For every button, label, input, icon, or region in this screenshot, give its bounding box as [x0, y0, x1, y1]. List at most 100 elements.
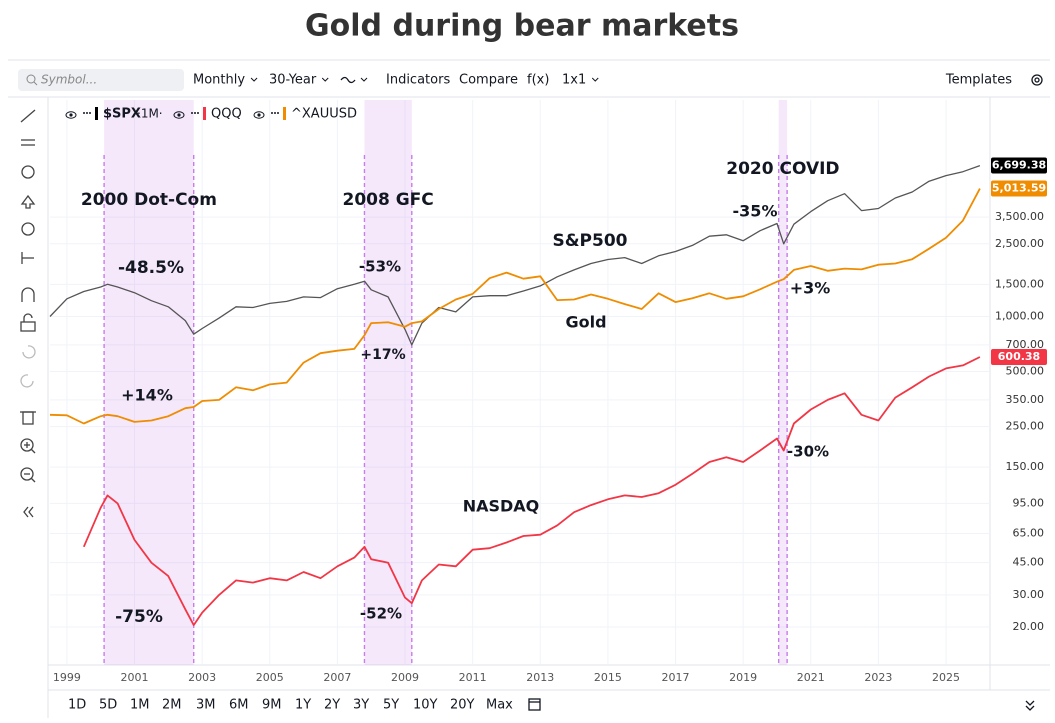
annotation: S&P500: [552, 231, 627, 251]
legend-entry[interactable]: QQQ: [211, 107, 242, 122]
bear-label: 2000 Dot-Com: [81, 190, 217, 210]
toolbar-button[interactable]: 30-Year: [269, 73, 317, 88]
series-line: [49, 164, 981, 346]
sidebar-tools[interactable]: [20, 109, 36, 518]
y-tick-label: 350.00: [1006, 393, 1045, 406]
x-tick-label: 2011: [459, 671, 487, 684]
bear-label: 2020 COVID: [726, 159, 839, 179]
price-tag: [991, 180, 1047, 197]
toolbar-button[interactable]: 1x1: [562, 73, 586, 88]
y-tick-label: 65.00: [1013, 526, 1045, 539]
y-tick-label: 500.00: [1006, 365, 1045, 378]
price-tag-label: 6,699.38: [992, 159, 1046, 172]
legend-more[interactable]: [277, 112, 279, 114]
legend-more[interactable]: [194, 112, 196, 114]
symbol-placeholder: Symbol...: [41, 73, 97, 87]
range-button[interactable]: 5D: [99, 698, 117, 713]
visibility-toggle[interactable]: [177, 113, 181, 117]
y-tick-label: 2,500.00: [995, 237, 1044, 250]
annotation: -52%: [360, 605, 402, 623]
range-button[interactable]: 2Y: [324, 698, 340, 713]
x-tick-label: 2009: [391, 671, 419, 684]
x-tick-label: 2013: [526, 671, 554, 684]
annotation: -35%: [733, 202, 778, 221]
range-button[interactable]: 1M: [130, 698, 150, 713]
x-tick-label: 2023: [864, 671, 892, 684]
toolbar-button[interactable]: f(x): [527, 73, 549, 88]
x-tick-label: 2001: [121, 671, 149, 684]
y-tick-label: 700.00: [1006, 338, 1045, 351]
chart-title: Gold during bear markets: [305, 9, 739, 44]
x-tick-label: 1999: [53, 671, 81, 684]
y-tick-label: 95.00: [1013, 496, 1045, 509]
x-tick-label: 2019: [729, 671, 757, 684]
legend-interval: ·1M·: [137, 107, 163, 121]
dropdown-chevron: [591, 77, 599, 82]
visibility-toggle[interactable]: [253, 111, 265, 119]
bear-band: [364, 100, 412, 665]
toolbar-button[interactable]: Monthly: [193, 73, 245, 88]
range-button[interactable]: 1D: [68, 698, 86, 713]
dropdown-chevron: [321, 77, 329, 82]
symbol-search[interactable]: [18, 69, 184, 91]
annotation: -48.5%: [118, 258, 184, 278]
bear-band: [778, 100, 788, 665]
price-tag-label: 600.38: [998, 350, 1040, 363]
search-icon: [26, 74, 36, 84]
x-tick-label: 2005: [256, 671, 284, 684]
annotation: +3%: [790, 279, 831, 298]
annotation: -53%: [359, 258, 401, 276]
visibility-toggle[interactable]: [173, 111, 185, 119]
annotation: NASDAQ: [463, 497, 540, 516]
legend-entry[interactable]: $SPX: [103, 107, 141, 122]
legend-more[interactable]: [274, 112, 276, 114]
dropdown-chevron: [250, 77, 258, 82]
search-icon: [33, 81, 38, 86]
range-button[interactable]: 10Y: [413, 698, 438, 713]
toolbar-icons[interactable]: [340, 74, 1043, 711]
visibility-toggle[interactable]: [257, 113, 261, 117]
y-tick-label: 45.00: [1013, 556, 1045, 569]
toolbar-button[interactable]: Compare: [459, 73, 518, 88]
range-button[interactable]: 1Y: [295, 698, 311, 713]
range-button[interactable]: 3M: [196, 698, 216, 713]
x-tick-label: 2017: [662, 671, 690, 684]
range-button[interactable]: 6M: [229, 698, 249, 713]
visibility-toggle[interactable]: [69, 113, 73, 117]
x-tick-label: 2007: [323, 671, 351, 684]
toolbar-button[interactable]: Templates: [945, 73, 1012, 88]
legend-entry[interactable]: ^XAUUSD: [291, 107, 357, 122]
annotation: +14%: [121, 386, 173, 405]
legend-more[interactable]: [83, 112, 85, 114]
range-button[interactable]: Max: [486, 698, 513, 713]
range-button[interactable]: 9M: [262, 698, 282, 713]
legend-more[interactable]: [271, 112, 273, 114]
range-button[interactable]: 5Y: [383, 698, 399, 713]
y-tick-label: 3,500.00: [995, 210, 1044, 223]
y-tick-label: 150.00: [1006, 460, 1045, 473]
legend-more[interactable]: [197, 112, 199, 114]
annotation: -30%: [787, 443, 829, 461]
visibility-toggle[interactable]: [65, 111, 77, 119]
price-tag: [991, 349, 1047, 366]
legend-more[interactable]: [86, 112, 88, 114]
range-button[interactable]: 20Y: [450, 698, 475, 713]
series-line: [49, 188, 981, 425]
legend-more[interactable]: [191, 112, 193, 114]
x-tick-label: 2003: [188, 671, 216, 684]
x-tick-label: 2025: [932, 671, 960, 684]
legend-more[interactable]: [89, 112, 91, 114]
range-button[interactable]: 3Y: [353, 698, 369, 713]
bear-band: [104, 100, 194, 665]
annotation: +17%: [360, 347, 405, 363]
legend-swatch: [203, 107, 206, 120]
x-tick-label: 2015: [594, 671, 622, 684]
y-tick-label: 20.00: [1013, 620, 1045, 633]
series-line: [82, 356, 981, 626]
legend-swatch: [95, 107, 98, 120]
range-button[interactable]: 2M: [162, 698, 182, 713]
toolbar-button[interactable]: Indicators: [386, 73, 450, 88]
price-tag: [991, 157, 1047, 174]
annotation: -75%: [115, 607, 163, 627]
